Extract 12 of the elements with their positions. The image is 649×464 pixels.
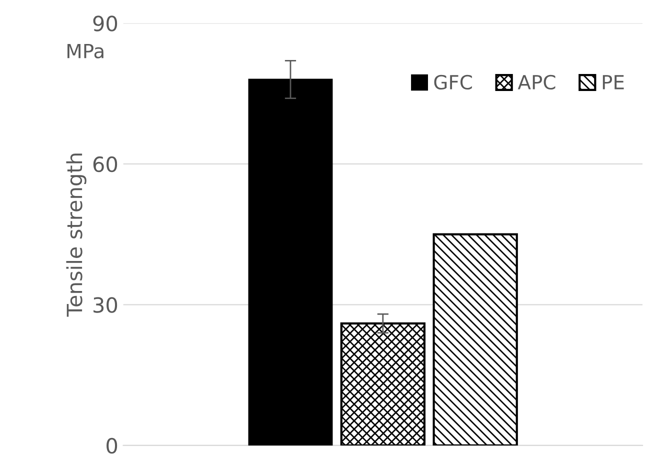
legend-label: GFC [434,74,472,90]
y-tick-label: 0 [106,438,118,454]
y-tick-label: 60 [93,156,118,172]
bar [432,233,518,446]
bar [340,322,426,446]
y-tick-label: 90 [93,16,118,32]
legend-label: PE [602,75,624,90]
text: MPa [68,44,104,58]
y-tick-label: 30 [94,297,118,313]
legend-label: APC [518,74,556,90]
y-axis-title: Tensile strength [66,154,86,317]
bar [248,78,333,446]
